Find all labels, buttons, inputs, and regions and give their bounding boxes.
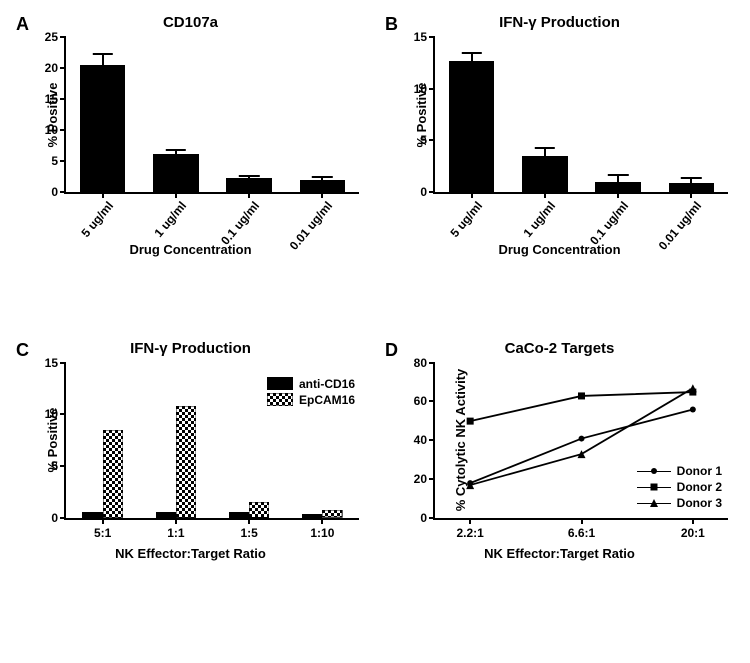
panel-d: D CaCo-2 Targets % Cytolytic NK Activity… <box>379 336 740 654</box>
panel-b-xlabel: Drug Concentration <box>379 242 740 257</box>
panel-c: C IFN-γ Production % Positive 0510155:11… <box>10 336 371 654</box>
panel-d-title: CaCo-2 Targets <box>379 340 740 357</box>
panel-c-chart: % Positive 0510155:11:11:51:10anti-CD16E… <box>64 363 359 520</box>
panel-b: B IFN-γ Production % Positive 0510155 ug… <box>379 10 740 328</box>
figure: A CD107a % Positive 05101520255 ug/ml1 u… <box>10 10 740 653</box>
panel-a-xlabel: Drug Concentration <box>10 242 371 257</box>
panel-a-chart: % Positive 05101520255 ug/ml1 ug/ml0.1 u… <box>64 37 359 194</box>
panel-a-letter: A <box>16 14 29 35</box>
panel-c-xlabel: NK Effector:Target Ratio <box>10 546 371 561</box>
panel-c-title: IFN-γ Production <box>10 340 371 357</box>
panel-a-title: CD107a <box>10 14 371 31</box>
panel-a: A CD107a % Positive 05101520255 ug/ml1 u… <box>10 10 371 328</box>
panel-c-letter: C <box>16 340 29 361</box>
panel-d-xlabel: NK Effector:Target Ratio <box>379 546 740 561</box>
panel-d-chart: % Cytolytic NK Activity 0204060802.2:16.… <box>433 363 728 520</box>
panel-b-chart: % Positive 0510155 ug/ml1 ug/ml0.1 ug/ml… <box>433 37 728 194</box>
panel-b-letter: B <box>385 14 398 35</box>
panel-b-title: IFN-γ Production <box>379 14 740 31</box>
panel-d-letter: D <box>385 340 398 361</box>
